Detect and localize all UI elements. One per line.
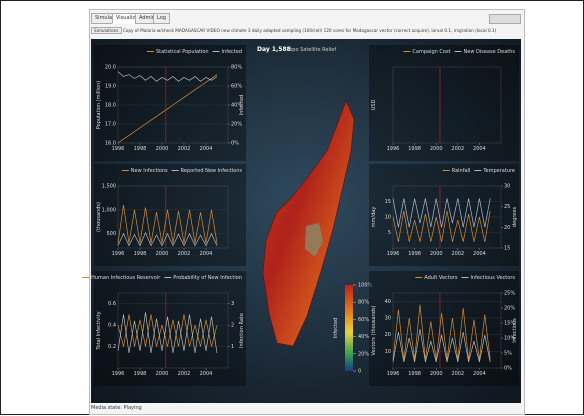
toolbar[interactable] [489,14,521,24]
window: Simulate Visualize Admin Log Simulations… [0,0,584,415]
subtab[interactable]: Simulations [91,27,122,34]
tab[interactable]: Log [153,13,170,24]
doc-title: Copy of Malaria w/check MADAGASCAR VIDEO… [123,28,496,33]
status-bar: Media state: Playing [91,405,142,411]
app-panel [89,9,525,415]
subtab-row: Simulations Copy of Malaria w/check MADA… [91,26,519,36]
